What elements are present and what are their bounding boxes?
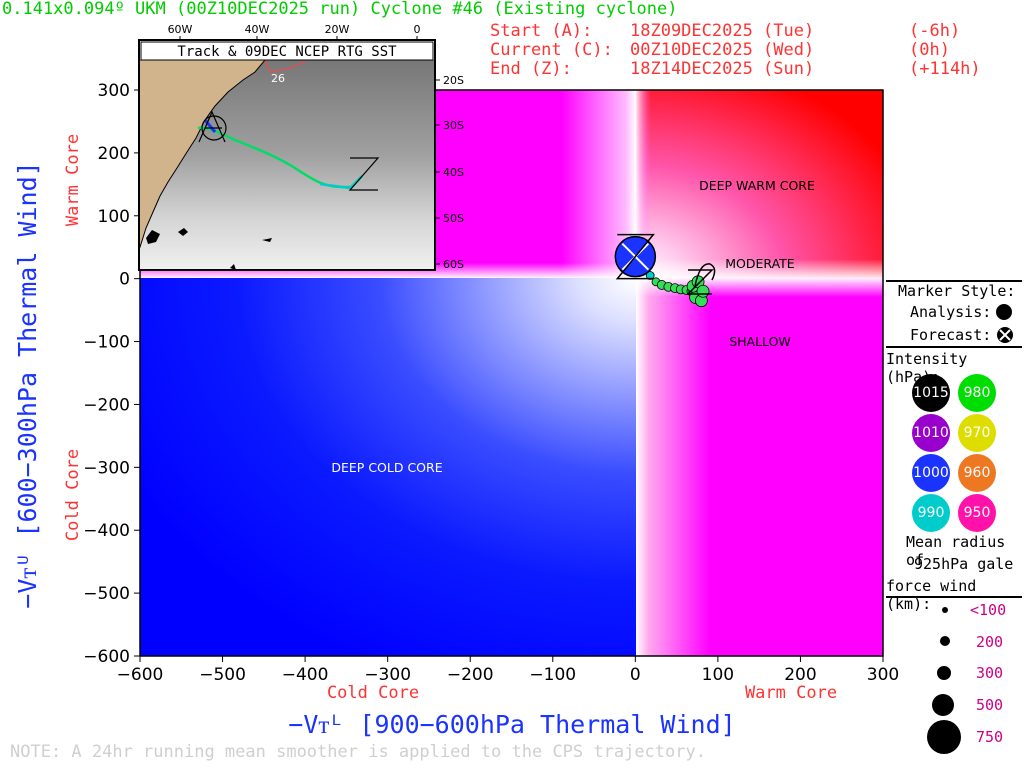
current-time: 00Z10DEC2025 (Wed) (630, 40, 815, 60)
legend-intensity: Intensity (hPa): (886, 350, 968, 386)
inset-start-marker-a (198, 110, 227, 143)
legend-divider (886, 596, 1022, 598)
x-axis-title: −Vᴛᴸ [900−600hPa Thermal Wind] (288, 710, 735, 739)
inset-lon-label: 0 (414, 23, 421, 36)
x-axis: −600 −500 −400 −300 −200 −100 0 100 200 300 (117, 656, 899, 685)
label-deep-cold-core: DEEP COLD CORE (331, 460, 442, 475)
start-offset: (-6h) (909, 21, 961, 41)
inset-lat-label: 20S (443, 74, 464, 87)
y-tick-label: 100 (98, 207, 130, 227)
inset-lon-label: 60W (168, 23, 193, 36)
radius-label: 750 (976, 728, 1004, 746)
inset-lat-label: 40S (443, 166, 464, 179)
current-offset: (0h) (909, 40, 950, 60)
axis-titles: −Vᴛᵁ [600−300hPa Thermal Wind] Warm Core… (13, 134, 837, 739)
y-axis-cold-core: Cold Core (63, 449, 83, 541)
legend-forecast: Forecast: (910, 326, 992, 344)
y-axis-title: −Vᴛᵁ [600−300hPa Thermal Wind] (13, 161, 42, 608)
y-tick-label: −300 (83, 458, 130, 478)
y-tick-label: −100 (83, 333, 130, 353)
radius-label: 500 (976, 696, 1004, 714)
intensity-swatch: 1010 (912, 414, 950, 452)
inset-title: Track & 09DEC NCEP RTG SST (177, 44, 397, 60)
plot-background (140, 90, 883, 656)
legend-divider (886, 346, 1022, 348)
y-tick-label: 300 (98, 81, 130, 101)
y-tick-label: 0 (119, 270, 130, 290)
radius-dot-200 (940, 636, 950, 646)
x-tick-label: 200 (784, 665, 816, 685)
plot-frame (139, 89, 884, 657)
x-tick-label: 100 (702, 665, 734, 685)
end-marker-z (686, 263, 716, 295)
end-label: End (Z): (490, 59, 572, 79)
intensity-swatch: 1000 (912, 454, 950, 492)
inset-lat-label: 30S (443, 119, 464, 132)
current-marker (614, 233, 657, 280)
forecast-marker-icon (997, 327, 1013, 343)
intensity-swatch: 1015 (912, 374, 950, 412)
legend-radius-title-1: Mean radius of (906, 533, 1006, 569)
y-tick-label: 200 (98, 144, 130, 164)
x-tick-label: 300 (867, 665, 899, 685)
end-time: 18Z14DEC2025 (Sun) (630, 59, 815, 79)
y-axis-warm-core: Warm Core (63, 134, 83, 226)
y-axis: 300 200 100 0 −100 −200 −300 −400 −500 −600 (83, 81, 140, 667)
x-tick-label: −200 (447, 665, 494, 685)
sst-contour-label: 26 (271, 72, 285, 85)
footnote: NOTE: A 24hr running mean smoother is ap… (10, 742, 706, 762)
inset-longitude-labels: 60W 40W 20W 0 (168, 23, 421, 40)
intensity-swatch: 970 (958, 414, 996, 452)
y-tick-label: −600 (83, 647, 130, 667)
y-tick-label: −400 (83, 521, 130, 541)
radius-dot-500 (932, 694, 954, 716)
x-axis-cold-core: Cold Core (327, 683, 419, 703)
x-tick-label: −400 (282, 665, 329, 685)
analysis-marker-icon (996, 304, 1012, 320)
label-deep-warm-core: DEEP WARM CORE (699, 178, 815, 193)
x-tick-label: −600 (117, 665, 164, 685)
inset-lat-label: 60S (443, 258, 464, 271)
x-tick-label: −300 (364, 665, 411, 685)
inset-lon-label: 20W (325, 23, 350, 36)
label-shallow: SHALLOW (729, 334, 791, 349)
radius-label: 200 (976, 633, 1004, 651)
legend-radius-title-3: force wind (km): (886, 577, 977, 613)
label-moderate: MODERATE (725, 256, 795, 271)
trajectory-point (645, 271, 655, 280)
radius-dot-100 (942, 607, 948, 613)
x-tick-label: 0 (630, 665, 641, 685)
intensity-swatch: 990 (912, 494, 950, 532)
inset-lat-label: 50S (443, 212, 464, 225)
chart-title: 0.141x0.094º UKM (00Z10DEC2025 run) Cycl… (2, 0, 678, 19)
legend-marker-style: Marker Style: (898, 282, 1016, 300)
intensity-swatch: 960 (958, 454, 996, 492)
y-tick-label: −500 (83, 584, 130, 604)
y-tick-label: −200 (83, 395, 130, 415)
start-time: 18Z09DEC2025 (Tue) (630, 21, 815, 41)
radius-label: 300 (976, 664, 1004, 682)
radius-dot-750 (927, 720, 961, 754)
legend-analysis: Analysis: (910, 303, 992, 321)
x-axis-warm-core: Warm Core (745, 683, 837, 703)
x-tick-label: −500 (199, 665, 246, 685)
trajectory-point (696, 284, 710, 298)
inset-end-marker-z (348, 157, 380, 191)
radius-label: <100 (970, 601, 1007, 619)
legend-radius-title-2: 925hPa gale (914, 555, 1014, 573)
inset-lon-label: 40W (245, 23, 270, 36)
x-tick-label: −100 (529, 665, 576, 685)
intensity-swatch: 950 (958, 494, 996, 532)
radius-dot-300 (937, 666, 951, 680)
start-label: Start (A): (490, 21, 593, 41)
track-inset-map: 26 Track & 09DEC NCEP RTG SST 60W 40W 20W 0… (138, 23, 464, 271)
current-label: Current (C): (490, 40, 613, 60)
legend-divider (886, 280, 1022, 282)
inset-latitude-labels: 20S 30S 40S 50S 60S (435, 74, 464, 271)
end-offset: (+114h) (909, 59, 981, 79)
intensity-swatch: 980 (958, 374, 996, 412)
